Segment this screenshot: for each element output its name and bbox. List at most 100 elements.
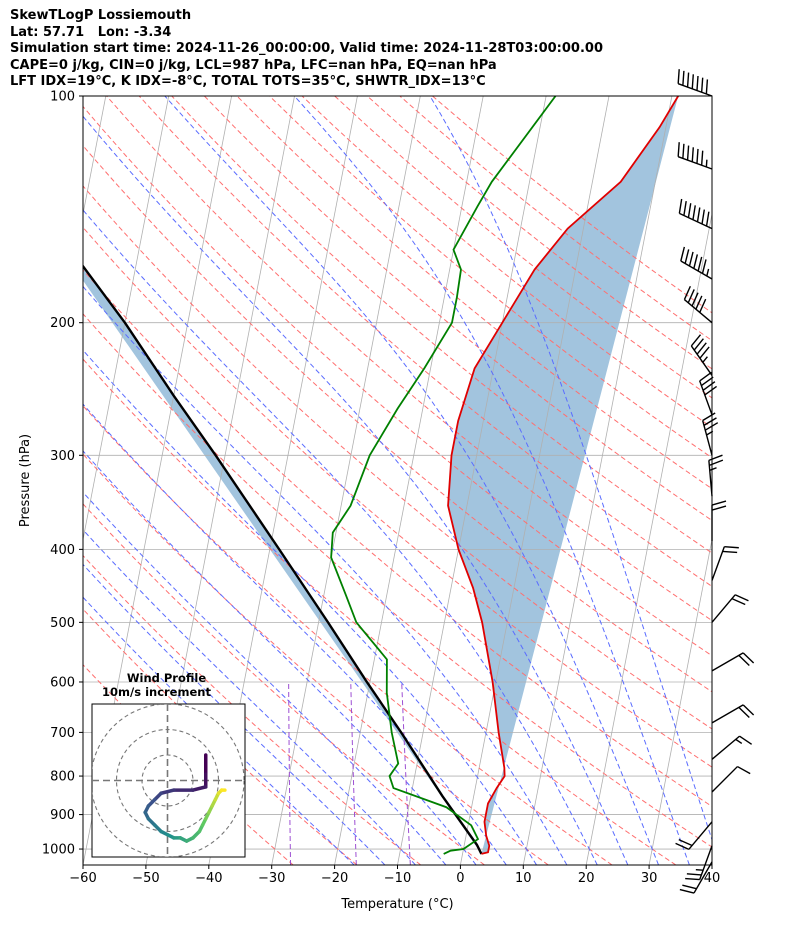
dewpoint-line xyxy=(330,96,557,855)
dry-adiabat xyxy=(83,608,358,865)
dry-adiabat xyxy=(83,358,677,865)
x-tick-label: −60 xyxy=(69,871,96,886)
moist-adiabat xyxy=(83,450,477,865)
wind-barb xyxy=(711,704,755,724)
x-tick-label: 20 xyxy=(578,871,595,886)
dry-adiabat xyxy=(83,269,712,808)
y-tick-label: 100 xyxy=(50,90,75,105)
y-tick-label: 900 xyxy=(50,808,75,823)
dry-adiabat xyxy=(83,405,613,865)
isotherm-line xyxy=(397,96,547,865)
x-tick-label: −50 xyxy=(132,871,159,886)
wind-barb xyxy=(690,334,713,376)
inset-title: Wind Profile xyxy=(127,671,207,685)
inset-subtitle: 10m/s increment xyxy=(102,685,211,699)
isotherm-line xyxy=(775,96,794,865)
moist-adiabat xyxy=(83,563,386,865)
wind-barb xyxy=(708,454,724,497)
cape-shaded-area xyxy=(83,96,679,854)
dry-adiabat xyxy=(83,313,712,848)
isotherm-line xyxy=(648,537,712,865)
wind-barb xyxy=(677,142,713,170)
x-axis-label: Temperature (°C) xyxy=(340,897,453,912)
moist-adiabat xyxy=(83,403,507,865)
y-tick-label: 600 xyxy=(50,675,75,690)
isotherm-line xyxy=(460,96,610,865)
y-axis-label: Pressure (hPa) xyxy=(18,434,33,527)
dry-adiabat xyxy=(83,144,712,693)
y-tick-label: 500 xyxy=(50,616,75,631)
dry-adiabat xyxy=(83,105,712,657)
y-tick-label: 800 xyxy=(50,770,75,785)
x-tick-label: 0 xyxy=(456,871,464,886)
simulation-time-label: Simulation start time: 2024-11-26_00:00:… xyxy=(10,41,603,56)
wind-barbs xyxy=(675,69,755,894)
stability-indices-2: LFT IDX=19°C, K IDX=-8°C, TOTAL TOTS=35°… xyxy=(10,74,486,89)
wind-barb xyxy=(711,652,755,672)
moist-adiabat xyxy=(83,349,537,865)
moist-adiabat xyxy=(429,96,712,842)
location-label: Lat: 57.71 Lon: -3.34 xyxy=(10,24,172,40)
dry-adiabat xyxy=(83,453,549,865)
y-tick-label: 300 xyxy=(50,449,75,464)
parcel-profile-line xyxy=(83,264,483,855)
mixing-ratio-line xyxy=(350,681,357,865)
hodograph-segment xyxy=(191,785,208,792)
stability-indices-1: CAPE=0 j/kg, CIN=0 j/kg, LCL=987 hPa, LF… xyxy=(10,57,497,73)
y-tick-label: 200 xyxy=(50,316,75,331)
dry-adiabat xyxy=(366,96,712,370)
wind-barb xyxy=(711,735,753,760)
mixing-ratio-line xyxy=(401,681,411,865)
dry-adiabat xyxy=(106,96,712,622)
x-tick-label: −30 xyxy=(258,871,285,886)
moist-adiabat xyxy=(83,209,598,865)
chart-header: SkewTLogP Lossiemouth Lat: 57.71 Lon: -3… xyxy=(10,8,603,91)
axes: −60 −50 −40 −30 −20 −10 0 10 20 30 40 100 200 300 400 5… xyxy=(18,90,720,913)
moist-adiabat xyxy=(164,96,660,865)
moist-adiabat xyxy=(83,596,355,865)
dry-adiabat xyxy=(203,96,712,522)
mixing-ratio-line xyxy=(288,681,292,865)
moist-adiabat xyxy=(83,491,447,865)
x-tick-label: 10 xyxy=(515,871,532,886)
x-tick-label: −40 xyxy=(195,871,222,886)
plot-lines xyxy=(83,96,794,865)
y-tick-label: 1000 xyxy=(42,843,75,858)
x-tick-label: 30 xyxy=(641,871,658,886)
wind-barb xyxy=(699,371,718,415)
chart-title: SkewTLogP Lossiemouth xyxy=(10,8,192,23)
dry-adiabat xyxy=(83,554,422,865)
isotherm-line xyxy=(522,96,673,865)
wind-barb xyxy=(678,198,713,230)
x-tick-label: −10 xyxy=(384,871,411,886)
isotherm-line xyxy=(83,96,107,217)
wind-barb xyxy=(677,69,713,97)
x-tick-label: 40 xyxy=(704,871,721,886)
hodograph-segment xyxy=(159,788,176,795)
y-tick-label: 400 xyxy=(50,543,75,558)
isotherm-line xyxy=(585,211,712,865)
isotherm-line xyxy=(334,96,484,865)
x-tick-label: −20 xyxy=(321,871,348,886)
dry-adiabat xyxy=(83,503,485,865)
dry-adiabat xyxy=(236,96,712,490)
moist-adiabat xyxy=(83,285,568,865)
wind-barb xyxy=(711,500,727,542)
wind-barb xyxy=(685,845,713,881)
moist-adiabat xyxy=(83,115,629,865)
wind-barb xyxy=(679,861,713,894)
wind-barb xyxy=(711,594,749,623)
y-tick-label: 700 xyxy=(50,726,75,741)
isotherm-line xyxy=(271,96,421,865)
isotherm-line xyxy=(83,96,170,542)
wind-barb xyxy=(683,285,713,324)
moist-adiabat xyxy=(294,96,690,865)
wind-barb xyxy=(711,765,751,793)
wind-barb xyxy=(702,412,719,456)
temperature-line xyxy=(447,96,679,855)
wind-barb xyxy=(680,246,713,280)
hodograph-ring xyxy=(92,704,245,857)
moist-adiabat xyxy=(83,529,416,865)
